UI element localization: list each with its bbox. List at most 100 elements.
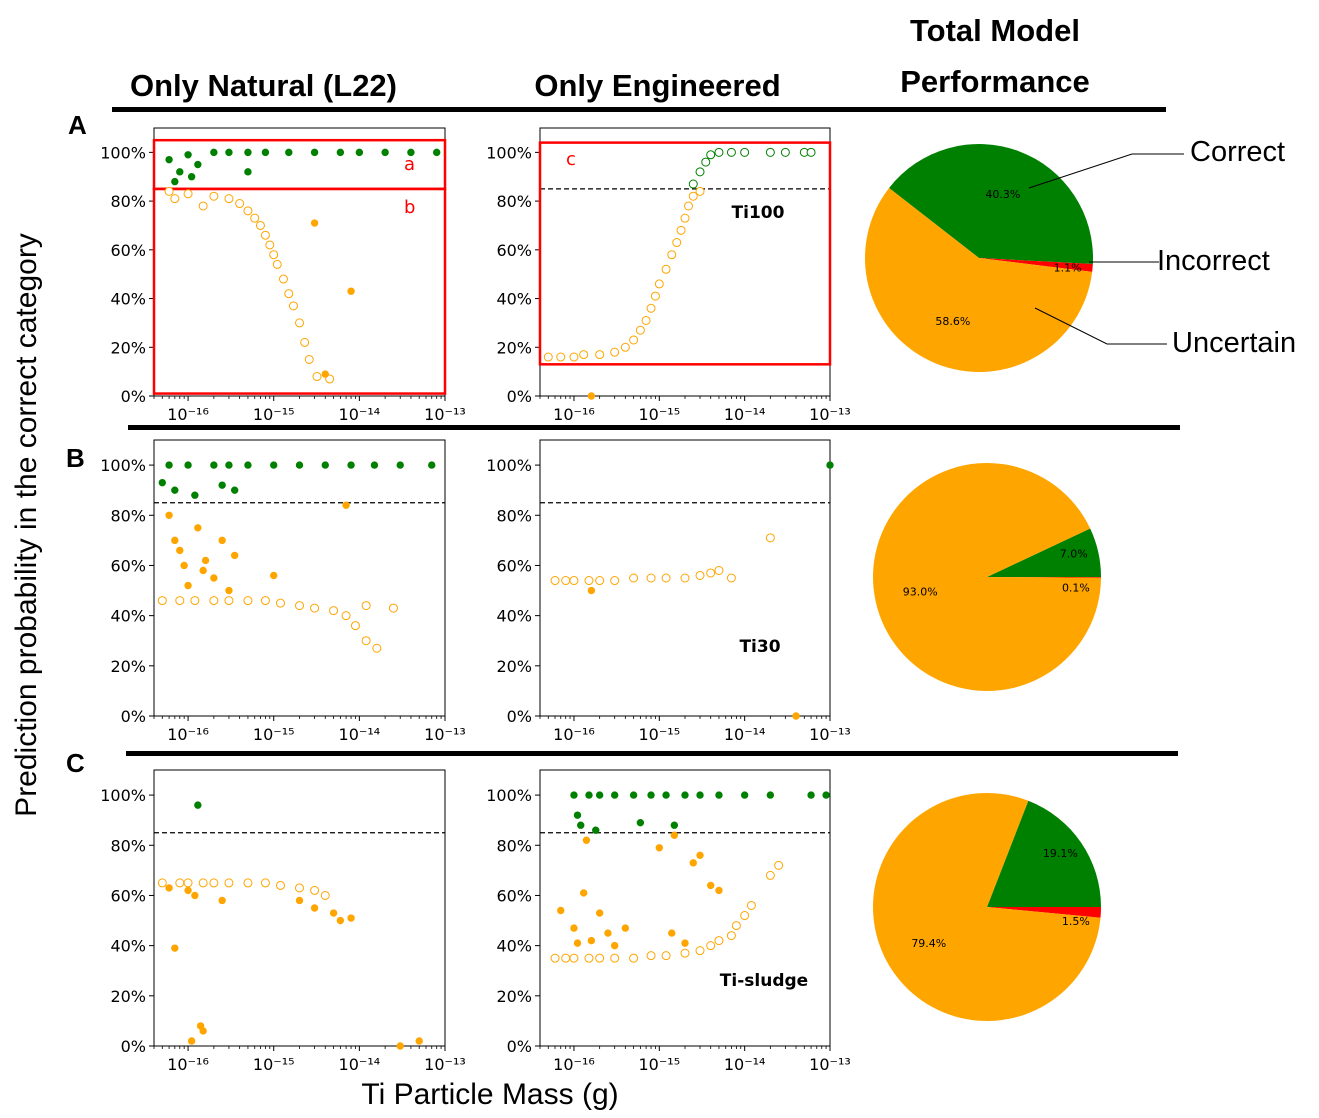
- data-point-uncertain-natural: [310, 904, 319, 912]
- data-point-uncertain-natural: [696, 851, 704, 860]
- data-point-correct: [347, 461, 355, 469]
- y-tick-label: 100%: [486, 456, 532, 475]
- data-point-uncertain-natural: [715, 886, 723, 895]
- data-point-correct-engineered: [740, 147, 750, 157]
- data-point-correct: [740, 791, 749, 799]
- x-tick-label: 10⁻¹⁴: [724, 1055, 766, 1074]
- pie-annotation-incorrect: Incorrect: [1157, 245, 1270, 277]
- data-point-uncertain-natural: [225, 586, 233, 595]
- y-tick-label: 100%: [100, 143, 146, 162]
- data-point-uncertain-engineered: [276, 880, 286, 890]
- data-point-uncertain-natural: [171, 536, 179, 545]
- data-point-uncertain-engineered: [224, 194, 234, 204]
- data-point-uncertain-engineered: [646, 303, 656, 313]
- pie-label-correct: 19.1%: [1043, 847, 1078, 860]
- pie-slice-incorrect: [987, 577, 1101, 578]
- data-point-correct: [570, 791, 578, 799]
- data-point-uncertain-natural: [582, 836, 591, 844]
- pie-slice-uncertain: [865, 187, 1093, 373]
- data-point-uncertain-engineered: [661, 951, 671, 961]
- data-point-uncertain-natural: [230, 551, 239, 560]
- data-point-correct-engineered: [695, 167, 705, 177]
- y-tick-label: 20%: [496, 987, 532, 1006]
- x-tick-label: 10⁻¹⁴: [339, 725, 381, 744]
- data-point-uncertain-natural: [706, 881, 715, 890]
- data-point-uncertain-engineered: [260, 878, 270, 888]
- y-tick-label: 80%: [110, 192, 146, 211]
- data-point-uncertain-engineered: [765, 870, 775, 880]
- data-point-uncertain-engineered: [170, 194, 180, 204]
- y-tick-label: 40%: [110, 607, 146, 626]
- data-point-uncertain-natural: [579, 889, 588, 897]
- data-point-correct: [826, 461, 834, 469]
- x-tick-label: 10⁻¹³: [424, 1055, 466, 1074]
- y-tick-label: 0%: [507, 1037, 532, 1056]
- row-label-b: B: [66, 443, 85, 473]
- data-point-correct: [573, 811, 582, 819]
- data-point-uncertain-natural: [587, 586, 596, 595]
- data-point-uncertain-natural: [184, 581, 192, 590]
- data-point-correct: [396, 461, 404, 469]
- x-tick-label: 10⁻¹⁶: [553, 405, 595, 424]
- data-point-uncertain-natural: [199, 1027, 207, 1035]
- x-tick-label: 10⁻¹³: [809, 725, 851, 744]
- data-point-uncertain-engineered: [641, 315, 651, 325]
- data-point-uncertain-engineered: [543, 352, 553, 362]
- data-point-correct: [210, 461, 218, 469]
- data-point-correct: [592, 826, 600, 834]
- data-point-uncertain-engineered: [183, 189, 193, 199]
- data-point-uncertain-engineered: [209, 191, 219, 201]
- pie-panel-C-pie: 19.1% 1.5% 79.4%: [872, 793, 1101, 1022]
- data-point-correct: [225, 148, 233, 157]
- data-point-uncertain-engineered: [654, 279, 664, 289]
- data-point-uncertain-engineered: [304, 354, 314, 364]
- data-point-uncertain-engineered: [629, 953, 639, 963]
- x-tick-label: 10⁻¹⁶: [167, 1055, 209, 1074]
- data-point-uncertain-engineered: [584, 953, 594, 963]
- data-point-correct-engineered: [765, 147, 775, 157]
- data-point-correct: [191, 491, 199, 499]
- x-tick-label: 10⁻¹⁵: [638, 1055, 680, 1074]
- data-point-uncertain-engineered: [595, 576, 605, 586]
- data-point-correct: [210, 148, 218, 157]
- data-point-correct: [194, 160, 202, 169]
- data-point-uncertain-engineered: [646, 573, 656, 583]
- x-tick-label: 10⁻¹⁶: [167, 725, 209, 744]
- data-point-uncertain-engineered: [595, 953, 605, 963]
- y-tick-label: 0%: [507, 387, 532, 406]
- data-point-uncertain-engineered: [269, 250, 279, 260]
- data-point-uncertain-engineered: [746, 900, 756, 910]
- data-point-correct: [230, 486, 239, 494]
- data-point-correct: [244, 461, 252, 469]
- data-point-uncertain-engineered: [325, 374, 335, 384]
- data-point-uncertain-engineered: [680, 948, 690, 958]
- x-tick-label: 10⁻¹⁵: [253, 1055, 295, 1074]
- data-point-uncertain-engineered: [300, 337, 310, 347]
- data-point-uncertain-natural: [165, 511, 173, 519]
- data-point-uncertain-natural: [595, 909, 604, 917]
- pie-label-uncertain: 58.6%: [935, 315, 970, 328]
- pie-slice-incorrect: [987, 907, 1101, 918]
- data-point-uncertain-engineered: [629, 335, 639, 345]
- data-point-uncertain-natural: [587, 936, 596, 945]
- data-point-uncertain-natural: [342, 501, 350, 509]
- data-point-correct: [807, 791, 815, 799]
- data-point-correct-engineered: [701, 157, 711, 167]
- data-point-correct: [336, 148, 345, 157]
- y-tick-label: 0%: [121, 387, 146, 406]
- data-point-uncertain-natural: [604, 929, 612, 937]
- data-point-uncertain-natural: [194, 524, 202, 532]
- data-point-correct: [184, 461, 192, 469]
- x-tick-label: 10⁻¹⁵: [253, 725, 295, 744]
- x-tick-label: 10⁻¹³: [809, 405, 851, 424]
- row-separator-c: [126, 751, 1178, 756]
- data-point-uncertain-engineered: [629, 573, 639, 583]
- data-point-uncertain-natural: [670, 831, 679, 839]
- data-point-uncertain-engineered: [243, 206, 253, 216]
- data-point-uncertain-engineered: [684, 201, 694, 211]
- data-point-uncertain-natural: [201, 556, 210, 565]
- y-tick-label: 60%: [110, 241, 146, 260]
- scatter-panel-A-engineered: 0% 20% 40% 60% 80% 100% 10⁻¹⁶ 10⁻¹⁵ 10⁻¹⁴ 10⁻¹³ c T…: [486, 127, 851, 424]
- data-point-uncertain-engineered: [295, 883, 304, 893]
- data-point-correct: [218, 481, 226, 489]
